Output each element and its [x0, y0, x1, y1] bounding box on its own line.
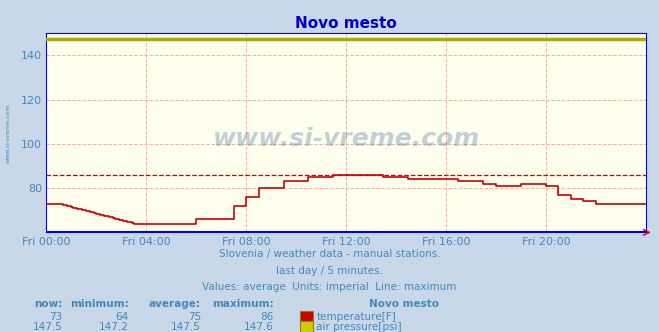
Title: Novo mesto: Novo mesto [295, 16, 397, 31]
Text: 147.5: 147.5 [171, 322, 201, 332]
Text: minimum:: minimum: [70, 299, 129, 309]
Text: 86: 86 [260, 312, 273, 322]
Text: last day / 5 minutes.: last day / 5 minutes. [276, 266, 383, 276]
Text: maximum:: maximum: [212, 299, 273, 309]
Text: 75: 75 [188, 312, 201, 322]
Text: air pressure[psi]: air pressure[psi] [316, 322, 402, 332]
Text: Slovenia / weather data - manual stations.: Slovenia / weather data - manual station… [219, 249, 440, 259]
Text: www.si-vreme.com: www.si-vreme.com [212, 127, 480, 151]
Text: 147.2: 147.2 [99, 322, 129, 332]
Text: Novo mesto: Novo mesto [369, 299, 439, 309]
Text: www.si-vreme.com: www.si-vreme.com [5, 103, 11, 163]
Text: average:: average: [149, 299, 201, 309]
Text: now:: now: [34, 299, 63, 309]
Text: 73: 73 [49, 312, 63, 322]
Text: 147.5: 147.5 [33, 322, 63, 332]
Text: temperature[F]: temperature[F] [316, 312, 396, 322]
Text: Values: average  Units: imperial  Line: maximum: Values: average Units: imperial Line: ma… [202, 283, 457, 292]
Text: 64: 64 [115, 312, 129, 322]
Text: 147.6: 147.6 [244, 322, 273, 332]
